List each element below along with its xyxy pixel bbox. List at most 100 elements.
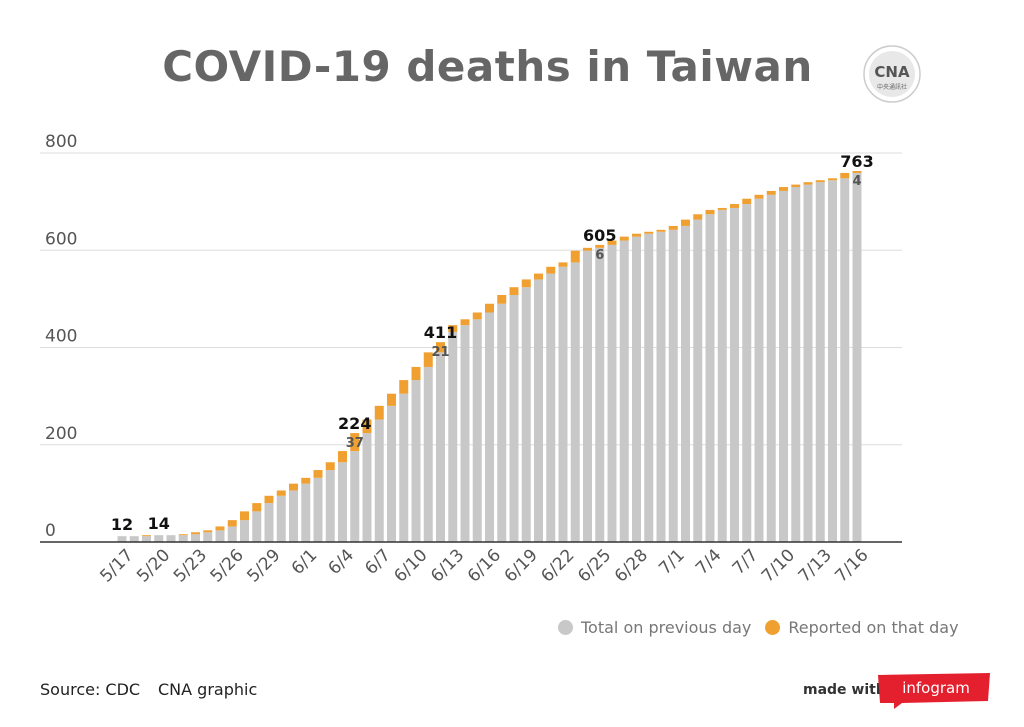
chart-title: COVID-19 deaths in Taiwan: [162, 42, 813, 91]
x-tick-label-6-7: 6/7: [361, 545, 394, 578]
bar-previous-6-5: [350, 451, 360, 542]
x-tick-label-5-23: 5/23: [170, 545, 211, 586]
bar-previous-6-17: [497, 303, 507, 542]
annotation-total-5-17: 12: [111, 515, 133, 534]
x-tick-label-6-28: 6/28: [611, 545, 652, 586]
bar-reported-6-16: [485, 303, 494, 313]
bar-reported-6-10: [411, 366, 421, 381]
annotation-total-7-16: 763: [840, 152, 873, 171]
bar-reported-6-11: [423, 352, 433, 367]
bar-reported-5-30: [276, 490, 286, 496]
x-tick-label-7-7: 7/7: [729, 545, 762, 578]
y-tick-label-0: 0: [45, 521, 56, 541]
bar-reported-5-31: [289, 483, 298, 491]
bar-previous-6-3: [325, 470, 335, 542]
bar-previous-5-25: [215, 530, 225, 542]
bar-reported-6-9: [399, 380, 409, 394]
bar-previous-6-6: [362, 433, 372, 542]
bar-reported-7-13: [815, 180, 825, 183]
bar-previous-7-8: [754, 198, 764, 542]
bar-previous-6-23: [570, 262, 580, 542]
bar-previous-6-10: [411, 380, 421, 542]
bar-previous-6-29: [644, 233, 654, 542]
bar-previous-5-24: [203, 532, 213, 542]
bar-previous-6-21: [546, 273, 556, 542]
bar-reported-6-15: [472, 312, 482, 320]
bar-previous-6-7: [374, 419, 384, 542]
bar-reported-5-26: [227, 520, 237, 527]
bar-previous-5-28: [252, 511, 262, 542]
bar-reported-7-16: [852, 170, 862, 173]
infogram-badge[interactable]: infogram: [878, 673, 992, 709]
bar-previous-6-2: [313, 477, 323, 542]
legend-dot-previous: [558, 620, 573, 635]
bar-previous-7-5: [717, 209, 727, 543]
bar-previous-6-16: [485, 312, 494, 542]
bar-previous-5-22: [178, 535, 188, 542]
y-tick-label-400: 400: [45, 327, 77, 347]
bar-previous-7-4: [705, 214, 715, 542]
annotation-total-6-5: 224: [338, 414, 371, 433]
bar-previous-6-9: [399, 393, 409, 542]
x-tick-label-7-16: 7/16: [831, 545, 872, 586]
bar-reported-6-2: [313, 470, 323, 478]
bar-previous-6-13: [448, 331, 458, 542]
legend-item-previous: Total on previous day: [558, 618, 751, 637]
bar-reported-6-24: [583, 247, 592, 251]
y-tick-label-200: 200: [45, 424, 77, 444]
bar-previous-6-18: [509, 294, 519, 542]
bar-reported-7-10: [779, 187, 788, 191]
bar-reported-6-17: [497, 294, 507, 304]
bar-previous-7-12: [803, 184, 813, 542]
bar-reported-7-3: [693, 214, 703, 220]
x-tick-label-5-20: 5/20: [133, 545, 174, 586]
x-tick-label-7-10: 7/10: [758, 545, 799, 586]
bar-previous-7-3: [693, 219, 703, 542]
bar-reported-6-22: [558, 262, 568, 267]
bar-reported-5-23: [191, 532, 200, 535]
x-tick-label-7-4: 7/4: [692, 545, 725, 578]
bar-previous-5-17: [117, 536, 127, 542]
bar-previous-6-30: [656, 231, 666, 542]
x-tick-label-5-29: 5/29: [243, 545, 284, 586]
bar-previous-6-22: [558, 266, 568, 542]
legend-item-reported: Reported on that day: [765, 618, 959, 637]
bar-previous-6-4: [338, 462, 347, 542]
bar-previous-7-14: [828, 180, 837, 543]
bar-reported-6-7: [374, 405, 384, 420]
bar-previous-5-27: [240, 520, 249, 542]
x-tick-label-6-22: 6/22: [537, 545, 578, 586]
bar-previous-7-6: [730, 207, 739, 543]
bar-previous-6-25: [595, 247, 605, 542]
bar-previous-5-20: [154, 535, 164, 542]
annotation-total-5-20: 14: [148, 514, 170, 533]
bar-reported-6-1: [301, 477, 311, 484]
bar-previous-6-15: [472, 319, 482, 542]
made-with-text: made with: [803, 682, 886, 698]
credit-note: CNA graphic: [158, 680, 258, 699]
bar-previous-6-1: [301, 483, 311, 542]
bar-previous-6-12: [436, 352, 445, 542]
bar-reported-6-6: [362, 419, 372, 434]
bar-reported-5-25: [215, 526, 225, 531]
bar-previous-7-13: [815, 182, 825, 543]
bar-reported-7-1: [668, 225, 678, 230]
y-tick-label-800: 800: [45, 132, 77, 152]
bar-reported-7-6: [730, 204, 739, 208]
bar-reported-7-12: [803, 182, 813, 185]
annotation-total-6-12: 411: [424, 323, 457, 342]
bar-reported-5-29: [264, 495, 274, 504]
bar-previous-5-29: [264, 503, 274, 542]
x-tick-label-6-13: 6/13: [427, 545, 468, 586]
bar-reported-6-26: [607, 240, 617, 245]
bar-reported-5-28: [252, 503, 262, 512]
bar-reported-7-2: [681, 219, 690, 226]
bar-previous-5-26: [227, 526, 237, 542]
annotation-reported-6-5: 37: [346, 436, 364, 451]
bar-reported-6-13: [448, 325, 458, 332]
bar-previous-7-1: [668, 229, 678, 542]
bar-reported-6-5: [350, 433, 360, 452]
cna-logo-letters: CNA: [874, 63, 910, 81]
bar-reported-6-19: [521, 279, 531, 288]
